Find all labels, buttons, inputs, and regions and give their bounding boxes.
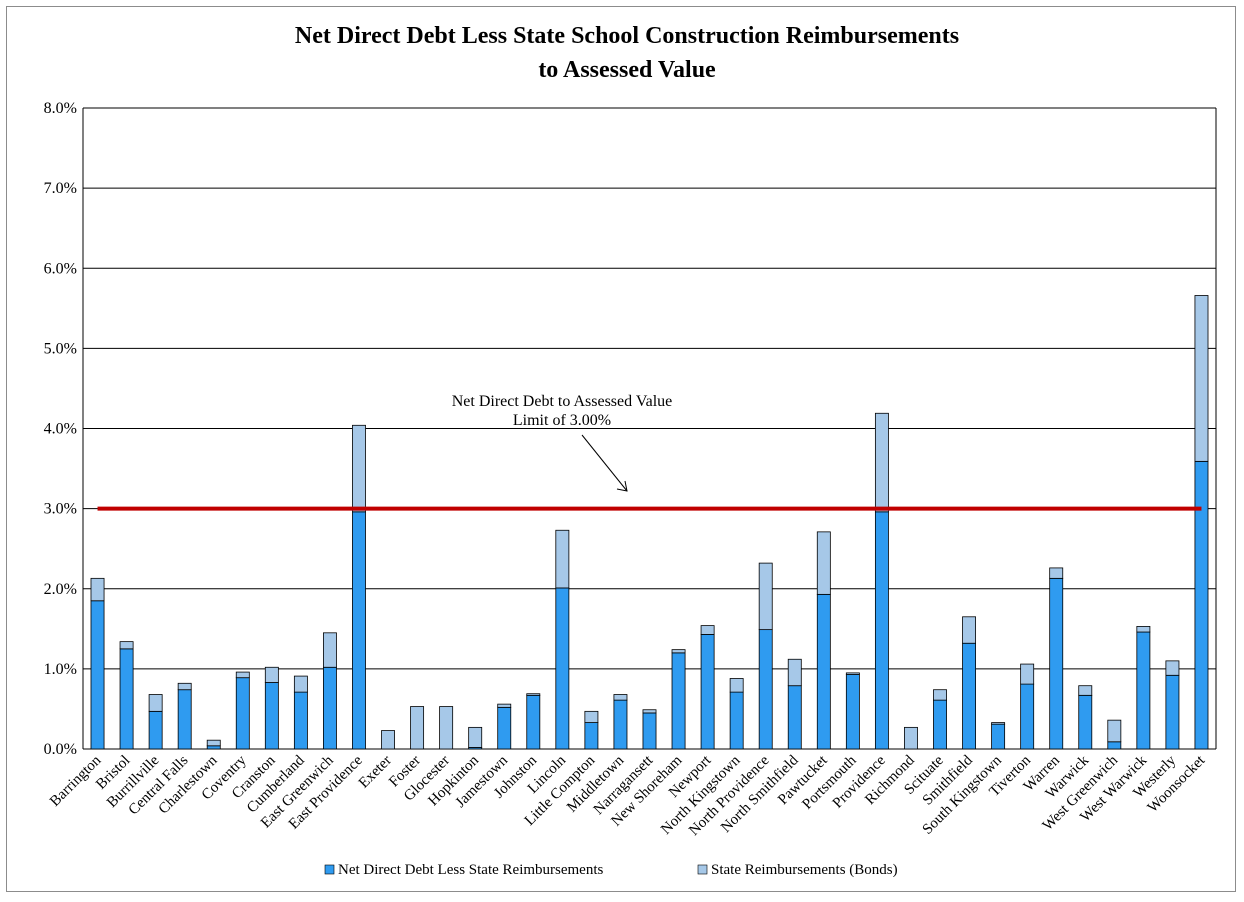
bar-net-debt xyxy=(614,700,627,749)
bar-state-reimbursement xyxy=(643,710,656,713)
bar-state-reimbursement xyxy=(933,690,946,700)
y-tick-label: 3.0% xyxy=(44,501,77,518)
y-tick-label: 5.0% xyxy=(44,340,77,357)
y-tick-label: 1.0% xyxy=(44,661,77,678)
bar-net-debt xyxy=(992,724,1005,749)
bar-net-debt xyxy=(1021,684,1034,749)
bar-net-debt xyxy=(294,692,307,749)
bar-net-debt xyxy=(120,649,133,749)
bar-state-reimbursement xyxy=(382,731,395,749)
chart: Net Direct Debt Less State School Constr… xyxy=(7,7,1237,893)
bar-state-reimbursement xyxy=(875,413,888,512)
bar-net-debt xyxy=(207,746,220,749)
bar-state-reimbursement xyxy=(149,695,162,712)
bar-net-debt xyxy=(817,594,830,749)
chart-title-line2: to Assessed Value xyxy=(538,57,716,83)
bar-state-reimbursement xyxy=(585,711,598,722)
bar-net-debt xyxy=(498,707,511,749)
gridlines xyxy=(83,108,1216,749)
bar-state-reimbursement xyxy=(1079,686,1092,696)
bar-state-reimbursement xyxy=(1050,568,1063,578)
bar-state-reimbursement xyxy=(411,707,424,749)
bar-state-reimbursement xyxy=(701,626,714,635)
bar-net-debt xyxy=(1137,632,1150,749)
y-tick-label: 2.0% xyxy=(44,581,77,598)
bar-net-debt xyxy=(1195,461,1208,749)
bar-state-reimbursement xyxy=(1195,295,1208,461)
bar-state-reimbursement xyxy=(352,425,365,512)
legend-swatch-net xyxy=(325,865,334,874)
bar-state-reimbursement xyxy=(1108,720,1121,742)
bar-net-debt xyxy=(846,674,859,749)
bar-net-debt xyxy=(556,588,569,749)
annotation-arrow xyxy=(582,435,627,491)
bar-net-debt xyxy=(963,643,976,749)
bar-state-reimbursement xyxy=(614,695,627,701)
bar-state-reimbursement xyxy=(788,659,801,685)
bar-state-reimbursement xyxy=(759,563,772,630)
bar-state-reimbursement xyxy=(846,673,859,675)
bar-state-reimbursement xyxy=(440,707,453,749)
legend-swatch-state xyxy=(698,865,707,874)
y-tick-label: 8.0% xyxy=(44,100,77,117)
bar-net-debt xyxy=(730,692,743,749)
bar-state-reimbursement xyxy=(207,740,220,746)
bar-net-debt xyxy=(1166,675,1179,749)
bar-state-reimbursement xyxy=(91,578,104,600)
legend: Net Direct Debt Less State Reimbursement… xyxy=(325,862,898,878)
bar-net-debt xyxy=(701,634,714,749)
chart-frame: Net Direct Debt Less State School Constr… xyxy=(6,6,1236,892)
bar-net-debt xyxy=(236,678,249,749)
bar-state-reimbursement xyxy=(730,678,743,692)
bar-state-reimbursement xyxy=(556,530,569,588)
y-tick-label: 0.0% xyxy=(44,741,77,758)
bar-net-debt xyxy=(875,512,888,749)
bar-net-debt xyxy=(672,653,685,749)
bar-net-debt xyxy=(1079,695,1092,749)
bar-state-reimbursement xyxy=(817,532,830,594)
bar-state-reimbursement xyxy=(498,704,511,707)
bar-net-debt xyxy=(149,711,162,749)
bar-state-reimbursement xyxy=(120,642,133,649)
bar-state-reimbursement xyxy=(236,672,249,678)
bar-net-debt xyxy=(1050,578,1063,749)
annotation-line1: Net Direct Debt to Assessed Value xyxy=(452,393,673,410)
bar-net-debt xyxy=(933,700,946,749)
bar-net-debt xyxy=(265,682,278,749)
x-tick-label: Exeter xyxy=(356,753,395,792)
bar-state-reimbursement xyxy=(672,650,685,653)
bar-net-debt xyxy=(352,512,365,749)
bar-state-reimbursement xyxy=(178,683,191,689)
bar-net-debt xyxy=(788,686,801,749)
bar-net-debt xyxy=(323,667,336,749)
bar-state-reimbursement xyxy=(963,617,976,643)
bar-state-reimbursement xyxy=(1137,626,1150,632)
bar-net-debt xyxy=(759,630,772,749)
y-tick-label: 6.0% xyxy=(44,260,77,277)
bar-net-debt xyxy=(643,713,656,749)
bar-state-reimbursement xyxy=(265,667,278,682)
bar-state-reimbursement xyxy=(527,694,540,696)
y-tick-label: 4.0% xyxy=(44,421,77,438)
bar-state-reimbursement xyxy=(992,723,1005,725)
bar-state-reimbursement xyxy=(469,727,482,747)
y-axis-ticks: 0.0% 1.0% 2.0% 3.0% 4.0% 5.0% 6.0% 7.0% 8.0% xyxy=(44,100,77,758)
bar-state-reimbursement xyxy=(1166,661,1179,675)
bar-net-debt xyxy=(91,601,104,749)
annotation-line2: Limit of 3.00% xyxy=(513,412,611,429)
legend-label-state: State Reimbursements (Bonds) xyxy=(711,862,898,878)
chart-title-line1: Net Direct Debt Less State School Constr… xyxy=(295,23,959,49)
bar-state-reimbursement xyxy=(904,727,917,749)
legend-label-net: Net Direct Debt Less State Reimbursement… xyxy=(338,862,604,878)
y-tick-label: 7.0% xyxy=(44,180,77,197)
bar-net-debt xyxy=(527,695,540,749)
bar-state-reimbursement xyxy=(323,633,336,667)
bar-net-debt xyxy=(1108,742,1121,749)
bar-state-reimbursement xyxy=(294,676,307,692)
bars xyxy=(91,295,1208,749)
bar-net-debt xyxy=(178,690,191,749)
bar-net-debt xyxy=(585,723,598,749)
bar-state-reimbursement xyxy=(1021,664,1034,684)
